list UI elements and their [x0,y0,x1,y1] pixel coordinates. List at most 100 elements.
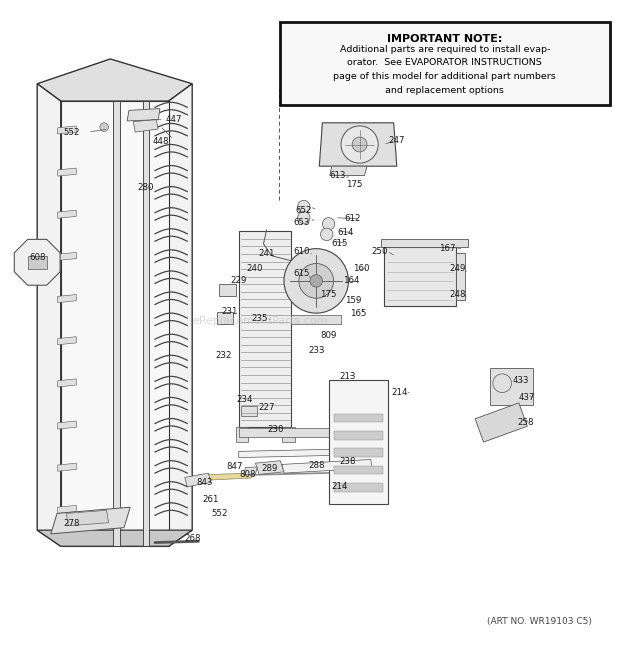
Text: 288: 288 [308,461,324,470]
Text: 809: 809 [321,331,337,340]
Circle shape [100,123,108,132]
Polygon shape [66,510,108,525]
Polygon shape [58,295,76,303]
Text: 552: 552 [63,128,79,137]
Polygon shape [239,448,372,457]
Polygon shape [334,483,383,492]
Polygon shape [244,467,257,475]
Polygon shape [185,473,211,486]
Text: orator.  See EVAPORATOR INSTRUCTIONS: orator. See EVAPORATOR INSTRUCTIONS [347,58,542,67]
Text: 261: 261 [203,494,219,504]
Polygon shape [58,379,76,387]
Polygon shape [37,84,61,546]
Circle shape [352,137,367,152]
Polygon shape [329,380,388,504]
Text: 164: 164 [343,276,359,286]
Text: 175: 175 [321,290,337,299]
Text: 250: 250 [371,247,388,256]
Text: 160: 160 [353,264,369,273]
Polygon shape [51,507,130,534]
Text: 610: 610 [294,247,310,256]
Polygon shape [381,239,468,247]
Text: eReplacementParts.com: eReplacementParts.com [193,316,328,326]
Text: 231: 231 [221,307,237,317]
Polygon shape [58,126,76,134]
Polygon shape [127,108,160,121]
Text: 612: 612 [344,214,360,223]
Polygon shape [239,231,291,426]
Text: 165: 165 [350,309,366,318]
Circle shape [321,228,333,241]
Text: 280: 280 [138,183,154,192]
Text: IMPORTANT NOTE:: IMPORTANT NOTE: [387,34,503,44]
Polygon shape [384,247,456,305]
Circle shape [310,275,322,287]
Polygon shape [239,428,344,437]
Text: 159: 159 [345,296,361,305]
Polygon shape [58,336,76,345]
Text: 213: 213 [339,372,355,381]
Polygon shape [334,414,383,422]
Polygon shape [14,239,60,285]
Text: (ART NO. WR19103 C5): (ART NO. WR19103 C5) [487,617,592,627]
Text: 229: 229 [231,276,247,286]
Text: 808: 808 [240,470,256,479]
Polygon shape [143,101,149,546]
Text: 437: 437 [519,393,535,402]
Text: 652: 652 [296,206,312,215]
Text: 230: 230 [268,425,284,434]
Polygon shape [456,253,465,299]
Text: 653: 653 [294,218,310,227]
Polygon shape [61,101,169,546]
Polygon shape [198,473,251,481]
Text: 234: 234 [237,395,253,405]
Polygon shape [58,168,76,176]
Polygon shape [217,312,232,325]
Polygon shape [334,448,383,457]
Polygon shape [282,426,294,442]
Text: Additional parts are required to install evap-: Additional parts are required to install… [340,45,550,54]
Polygon shape [282,459,372,473]
Text: 240: 240 [246,264,262,273]
Text: 232: 232 [215,351,231,360]
Circle shape [284,249,348,313]
Text: 847: 847 [226,463,242,471]
Polygon shape [37,530,192,546]
Text: 447: 447 [166,115,182,124]
Text: 615: 615 [332,239,348,248]
Polygon shape [334,431,383,440]
Text: 235: 235 [251,313,267,323]
Text: 608: 608 [29,253,45,262]
Polygon shape [330,166,367,176]
Text: 278: 278 [63,520,79,528]
Text: 214: 214 [332,483,348,491]
Polygon shape [319,123,397,166]
Text: 214: 214 [392,388,408,397]
Text: 843: 843 [197,478,213,487]
Text: 238: 238 [339,457,355,467]
Polygon shape [255,461,284,475]
Polygon shape [219,284,236,296]
Text: and replacement options: and replacement options [386,86,504,95]
Text: 167: 167 [440,244,456,253]
Polygon shape [37,59,192,101]
Polygon shape [133,120,158,132]
Text: 258: 258 [518,418,534,427]
Polygon shape [169,84,192,546]
Polygon shape [58,421,76,429]
Text: 268: 268 [184,533,200,543]
Polygon shape [58,463,76,471]
Text: 241: 241 [259,249,275,258]
Text: 613: 613 [330,171,346,180]
Polygon shape [291,315,341,325]
Text: 552: 552 [212,509,228,518]
Polygon shape [241,406,257,416]
Text: 289: 289 [262,463,278,473]
Polygon shape [58,253,76,260]
Circle shape [493,374,512,393]
Circle shape [341,126,378,163]
Circle shape [299,264,334,298]
Text: 249: 249 [450,264,466,273]
Polygon shape [58,210,76,218]
Polygon shape [334,465,383,475]
